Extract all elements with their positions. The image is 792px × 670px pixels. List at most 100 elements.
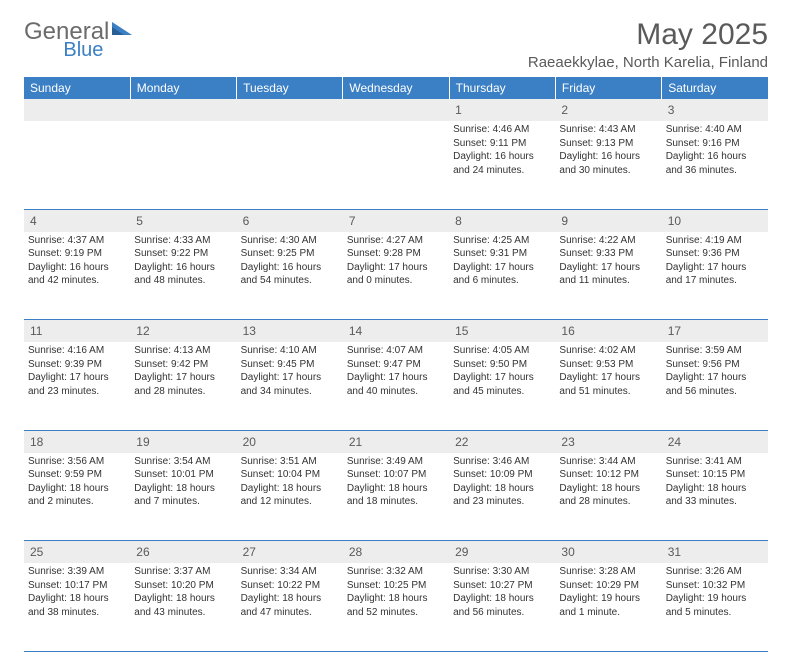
day-cell: Sunrise: 4:43 AMSunset: 9:13 PMDaylight:… (555, 121, 661, 209)
day-cell: Sunrise: 3:37 AMSunset: 10:20 PMDaylight… (130, 563, 236, 651)
day-number: 28 (349, 545, 362, 559)
day-info-row: Sunrise: 4:16 AMSunset: 9:39 PMDaylight:… (24, 342, 768, 430)
day-number-cell: 12 (130, 320, 236, 343)
weekday-header: Friday (555, 77, 661, 99)
day-number: 6 (243, 214, 250, 228)
day-number: 27 (243, 545, 256, 559)
day-number: 4 (30, 214, 37, 228)
day-number-cell: 24 (662, 430, 768, 453)
day-number-cell: 28 (343, 541, 449, 564)
day-number-row: 18192021222324 (24, 430, 768, 453)
day-number: 10 (668, 214, 681, 228)
day-number-cell: 7 (343, 209, 449, 232)
day-cell: Sunrise: 4:10 AMSunset: 9:45 PMDaylight:… (237, 342, 343, 430)
day-number-cell: 18 (24, 430, 130, 453)
day-number: 11 (30, 324, 42, 338)
day-number-cell: 17 (662, 320, 768, 343)
day-cell: Sunrise: 4:19 AMSunset: 9:36 PMDaylight:… (662, 232, 768, 320)
flag-icon (111, 20, 133, 45)
day-cell: Sunrise: 3:46 AMSunset: 10:09 PMDaylight… (449, 453, 555, 541)
day-number-cell: 19 (130, 430, 236, 453)
day-number-cell: 4 (24, 209, 130, 232)
day-number-cell: 25 (24, 541, 130, 564)
day-number: 29 (455, 545, 468, 559)
day-number-row: 4 5 6 789 10 (24, 209, 768, 232)
day-cell: Sunrise: 4:22 AMSunset: 9:33 PMDaylight:… (555, 232, 661, 320)
calendar-table: Sunday Monday Tuesday Wednesday Thursday… (24, 77, 768, 652)
weekday-header: Monday (130, 77, 236, 99)
day-info: Sunrise: 3:44 AMSunset: 10:12 PMDaylight… (559, 453, 657, 509)
day-cell (343, 121, 449, 209)
day-cell (24, 121, 130, 209)
day-cell (130, 121, 236, 209)
day-info: Sunrise: 3:39 AMSunset: 10:17 PMDaylight… (28, 563, 126, 619)
day-number: 2 (561, 103, 568, 117)
day-number-cell: 31 (662, 541, 768, 564)
day-cell: Sunrise: 4:27 AMSunset: 9:28 PMDaylight:… (343, 232, 449, 320)
location-text: Raeaekkylae, North Karelia, Finland (528, 54, 768, 71)
day-info: Sunrise: 3:30 AMSunset: 10:27 PMDaylight… (453, 563, 551, 619)
day-cell: Sunrise: 3:49 AMSunset: 10:07 PMDaylight… (343, 453, 449, 541)
day-number-cell: 20 (237, 430, 343, 453)
day-info: Sunrise: 3:56 AMSunset: 9:59 PMDaylight:… (28, 453, 126, 509)
day-number-cell: 16 (555, 320, 661, 343)
day-info-row: Sunrise: 4:37 AMSunset: 9:19 PMDaylight:… (24, 232, 768, 320)
day-number-cell: 9 (555, 209, 661, 232)
day-info: Sunrise: 4:43 AMSunset: 9:13 PMDaylight:… (559, 121, 657, 177)
day-number: 9 (561, 214, 568, 228)
day-info: Sunrise: 4:13 AMSunset: 9:42 PMDaylight:… (134, 342, 232, 398)
day-number: 30 (561, 545, 574, 559)
day-cell: Sunrise: 3:39 AMSunset: 10:17 PMDaylight… (24, 563, 130, 651)
day-cell: Sunrise: 3:51 AMSunset: 10:04 PMDaylight… (237, 453, 343, 541)
day-number: 12 (136, 324, 149, 338)
day-number-row: 11121314151617 (24, 320, 768, 343)
day-info: Sunrise: 3:51 AMSunset: 10:04 PMDaylight… (241, 453, 339, 509)
day-number-cell: 23 (555, 430, 661, 453)
day-info: Sunrise: 4:05 AMSunset: 9:50 PMDaylight:… (453, 342, 551, 398)
day-number-cell (343, 99, 449, 121)
logo: General Blue (24, 18, 177, 46)
day-number: 15 (455, 324, 468, 338)
day-number: 1 (455, 103, 462, 117)
title-block: May 2025 Raeaekkylae, North Karelia, Fin… (528, 18, 768, 71)
day-info: Sunrise: 4:02 AMSunset: 9:53 PMDaylight:… (559, 342, 657, 398)
day-number-cell: 15 (449, 320, 555, 343)
day-info: Sunrise: 4:33 AMSunset: 9:22 PMDaylight:… (134, 232, 232, 288)
weekday-header: Saturday (662, 77, 768, 99)
calendar-body: 123Sunrise: 4:46 AMSunset: 9:11 PMDaylig… (24, 99, 768, 651)
day-number-cell (24, 99, 130, 121)
day-cell: Sunrise: 4:02 AMSunset: 9:53 PMDaylight:… (555, 342, 661, 430)
day-number-cell: 13 (237, 320, 343, 343)
day-number-cell (130, 99, 236, 121)
day-cell: Sunrise: 4:05 AMSunset: 9:50 PMDaylight:… (449, 342, 555, 430)
day-cell: Sunrise: 3:44 AMSunset: 10:12 PMDaylight… (555, 453, 661, 541)
day-number-cell: 29 (449, 541, 555, 564)
day-number: 18 (30, 435, 43, 449)
logo-text-right: Blue (63, 39, 103, 62)
day-cell: Sunrise: 4:25 AMSunset: 9:31 PMDaylight:… (449, 232, 555, 320)
weekday-header: Sunday (24, 77, 130, 99)
day-info-row: Sunrise: 3:39 AMSunset: 10:17 PMDaylight… (24, 563, 768, 651)
day-cell: Sunrise: 4:13 AMSunset: 9:42 PMDaylight:… (130, 342, 236, 430)
day-number: 13 (243, 324, 256, 338)
day-number-cell: 6 (237, 209, 343, 232)
day-number-cell: 21 (343, 430, 449, 453)
day-number-cell: 26 (130, 541, 236, 564)
day-number-cell: 1 (449, 99, 555, 121)
weekday-header: Wednesday (343, 77, 449, 99)
day-number: 5 (136, 214, 143, 228)
day-number: 25 (30, 545, 43, 559)
day-info: Sunrise: 4:07 AMSunset: 9:47 PMDaylight:… (347, 342, 445, 398)
day-number-cell: 3 (662, 99, 768, 121)
day-number-cell: 8 (449, 209, 555, 232)
day-info: Sunrise: 3:41 AMSunset: 10:15 PMDaylight… (666, 453, 764, 509)
day-info: Sunrise: 3:34 AMSunset: 10:22 PMDaylight… (241, 563, 339, 619)
day-number: 19 (136, 435, 149, 449)
calendar-page: General Blue May 2025 Raeaekkylae, North… (0, 0, 792, 670)
weekday-header: Thursday (449, 77, 555, 99)
day-info: Sunrise: 4:30 AMSunset: 9:25 PMDaylight:… (241, 232, 339, 288)
day-number-cell: 2 (555, 99, 661, 121)
day-number-row: 1 2 3 (24, 99, 768, 121)
day-info-row: Sunrise: 4:46 AMSunset: 9:11 PMDaylight:… (24, 121, 768, 209)
weekday-header-row: Sunday Monday Tuesday Wednesday Thursday… (24, 77, 768, 99)
